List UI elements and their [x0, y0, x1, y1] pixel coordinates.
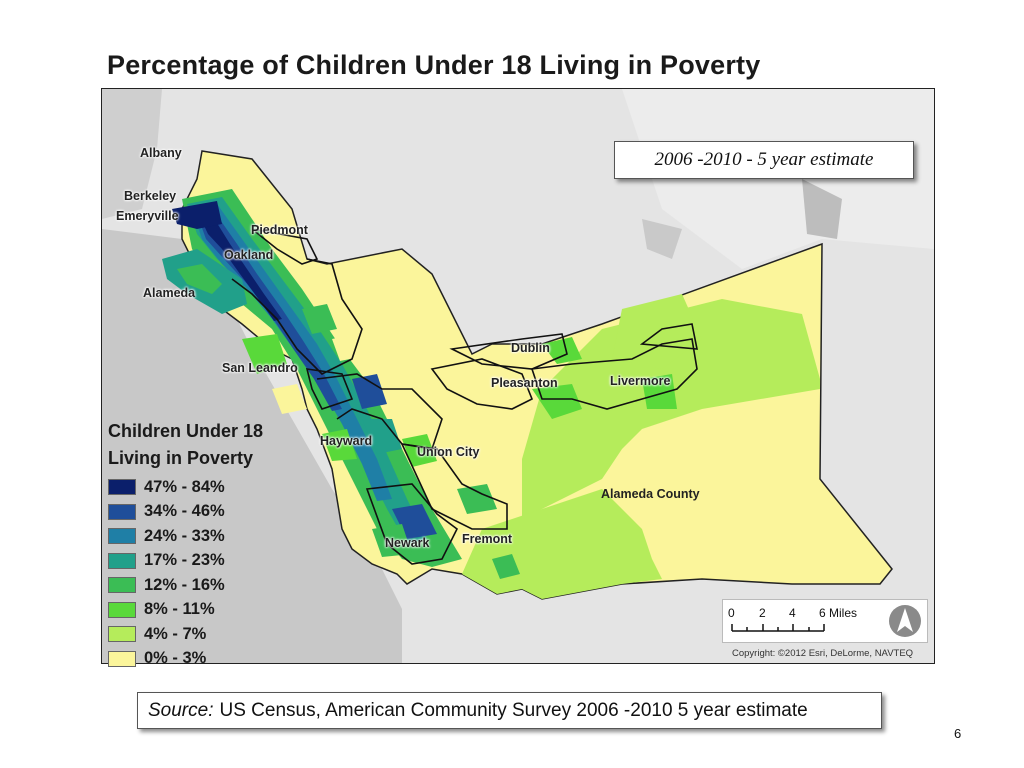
scale-tick-0: 0 [728, 606, 735, 620]
legend-swatch [108, 626, 136, 643]
place-label-hayward: Hayward [320, 434, 373, 448]
legend-swatch [108, 503, 136, 520]
place-label-fremont: Fremont [462, 532, 512, 546]
legend-item: 34% - 46% [108, 500, 263, 525]
legend-label: 17% - 23% [144, 551, 225, 570]
legend-swatch [108, 552, 136, 569]
legend-label: 12% - 16% [144, 575, 225, 594]
place-label-newark: Newark [385, 536, 430, 550]
legend-swatch [108, 479, 136, 496]
scale-ruler [731, 624, 825, 632]
legend-swatch [108, 577, 136, 594]
legend-item: 17% - 23% [108, 549, 263, 574]
legend-title-line1: Children Under 18 [108, 421, 264, 441]
place-label-berkeley: Berkeley [124, 189, 177, 203]
place-label-dublin: Dublin [511, 341, 550, 355]
source-label: Source: [148, 699, 214, 721]
scale-tick-2: 2 [759, 606, 766, 620]
north-arrow-icon [889, 605, 921, 637]
place-label-piedmont: Piedmont [251, 223, 308, 237]
legend-label: 47% - 84% [144, 477, 225, 496]
place-label-oakland: Oakland [224, 248, 274, 262]
legend-swatch [108, 601, 136, 618]
place-label-alameda: Alameda [143, 286, 196, 300]
legend-item: 12% - 16% [108, 573, 263, 598]
legend-label: 4% - 7% [144, 624, 207, 643]
map-copyright: Copyright: ©2012 Esri, DeLorme, NAVTEQ [732, 648, 914, 659]
legend-item: 0% - 3% [108, 647, 263, 672]
place-label-emeryville: Emeryville [116, 209, 179, 223]
place-label-union-city: Union City [417, 445, 480, 459]
legend-label: 24% - 33% [144, 526, 225, 545]
legend-swatch [108, 528, 136, 545]
legend-title-line2: Living in Poverty [108, 448, 254, 468]
legend-label: 0% - 3% [144, 649, 207, 668]
slide-title: Percentage of Children Under 18 Living i… [107, 50, 761, 80]
legend-swatch [108, 650, 136, 667]
scale-tick-6: 6 Miles [819, 606, 858, 620]
map-canvas [102, 89, 934, 663]
scale-tick-4: 4 [789, 606, 796, 620]
legend-label: 8% - 11% [144, 600, 215, 619]
place-label-san-leandro: San Leandro [222, 361, 298, 375]
place-label-livermore: Livermore [610, 374, 671, 388]
place-label-pleasanton: Pleasanton [491, 376, 558, 390]
place-label-albany: Albany [140, 146, 182, 160]
scale-bar: 0 2 4 6 Miles [722, 599, 928, 643]
place-label-alameda-county: Alameda County [601, 487, 700, 501]
legend-item: 8% - 11% [108, 598, 263, 623]
legend-item: 24% - 33% [108, 524, 263, 549]
source-text: US Census, American Community Survey 200… [219, 699, 808, 721]
legend-item: 47% - 84% [108, 475, 263, 500]
map-legend: Children Under 18 Living in Poverty 47% … [108, 418, 263, 671]
source-box: Source: US Census, American Community Su… [137, 692, 882, 729]
legend-item: 4% - 7% [108, 622, 263, 647]
legend-label: 34% - 46% [144, 502, 225, 521]
map-frame [101, 88, 935, 664]
estimate-label-box: 2006 -2010 - 5 year estimate [614, 141, 914, 179]
page-number: 6 [954, 726, 962, 741]
